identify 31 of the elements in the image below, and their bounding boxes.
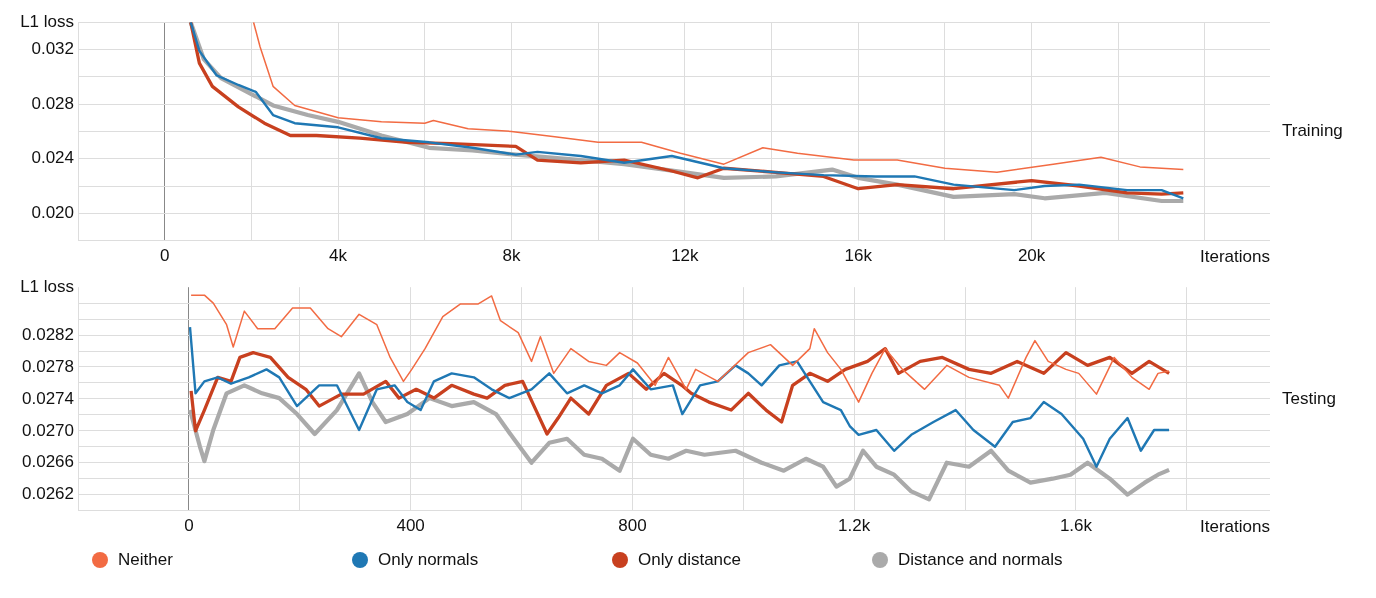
- y-axis-title: L1 loss: [20, 12, 74, 32]
- y-tick-label: 0.0282: [22, 324, 74, 344]
- y-tick-label: 0.020: [31, 202, 74, 222]
- text: Testing: [1282, 387, 1336, 410]
- legend-label: Only distance: [638, 550, 741, 570]
- y-tick-label: 0.0262: [22, 484, 74, 504]
- x-tick-label: 16k: [844, 246, 873, 266]
- y-tick-label: 0.028: [31, 93, 74, 113]
- y-tick-label: 0.032: [31, 39, 74, 59]
- text: Training: [1282, 120, 1343, 143]
- x-tick-label: 20k: [1017, 246, 1046, 266]
- x-tick-label: 400: [396, 516, 425, 536]
- y-axis-title: L1 loss: [20, 277, 74, 297]
- legend-label: Only normals: [378, 550, 479, 570]
- x-axis-title: Iterations: [1200, 246, 1270, 266]
- y-tick-label: 0.0274: [22, 388, 74, 408]
- x-axis-title: Iterations: [1200, 516, 1270, 536]
- x-tick-label: 0: [184, 516, 194, 536]
- x-tick-label: 1.2k: [838, 516, 871, 536]
- y-tick-label: 0.0266: [22, 452, 74, 472]
- x-tick-label: 0: [159, 246, 170, 266]
- legend-label: Distance and normals: [898, 550, 1063, 570]
- x-tick-label: 8k: [502, 246, 521, 266]
- x-tick-label: 12k: [671, 246, 700, 266]
- legend-label: Neither: [118, 550, 173, 570]
- y-tick-label: 0.024: [31, 148, 74, 168]
- x-tick-label: 1.6k: [1059, 516, 1093, 536]
- x-tick-label: 4k: [329, 246, 348, 266]
- y-tick-label: 0.0278: [22, 356, 74, 376]
- x-tick-label: 800: [618, 516, 647, 536]
- y-tick-label: 0.0270: [22, 420, 74, 440]
